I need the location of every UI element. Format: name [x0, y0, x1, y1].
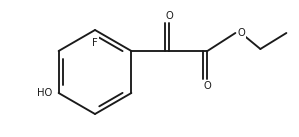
Text: O: O [204, 81, 211, 91]
Text: O: O [166, 11, 173, 21]
Text: O: O [237, 28, 245, 38]
Text: F: F [92, 38, 98, 48]
Text: HO: HO [37, 88, 53, 98]
